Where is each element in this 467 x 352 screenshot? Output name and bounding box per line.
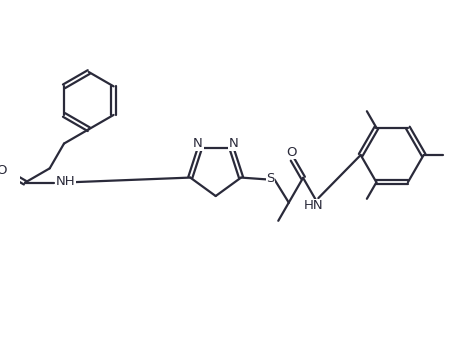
Text: N: N <box>193 137 203 150</box>
Text: HN: HN <box>304 199 323 212</box>
Text: NH: NH <box>56 175 75 188</box>
Text: O: O <box>0 164 7 177</box>
Text: N: N <box>228 137 238 150</box>
Text: O: O <box>286 145 297 158</box>
Text: S: S <box>267 172 275 185</box>
